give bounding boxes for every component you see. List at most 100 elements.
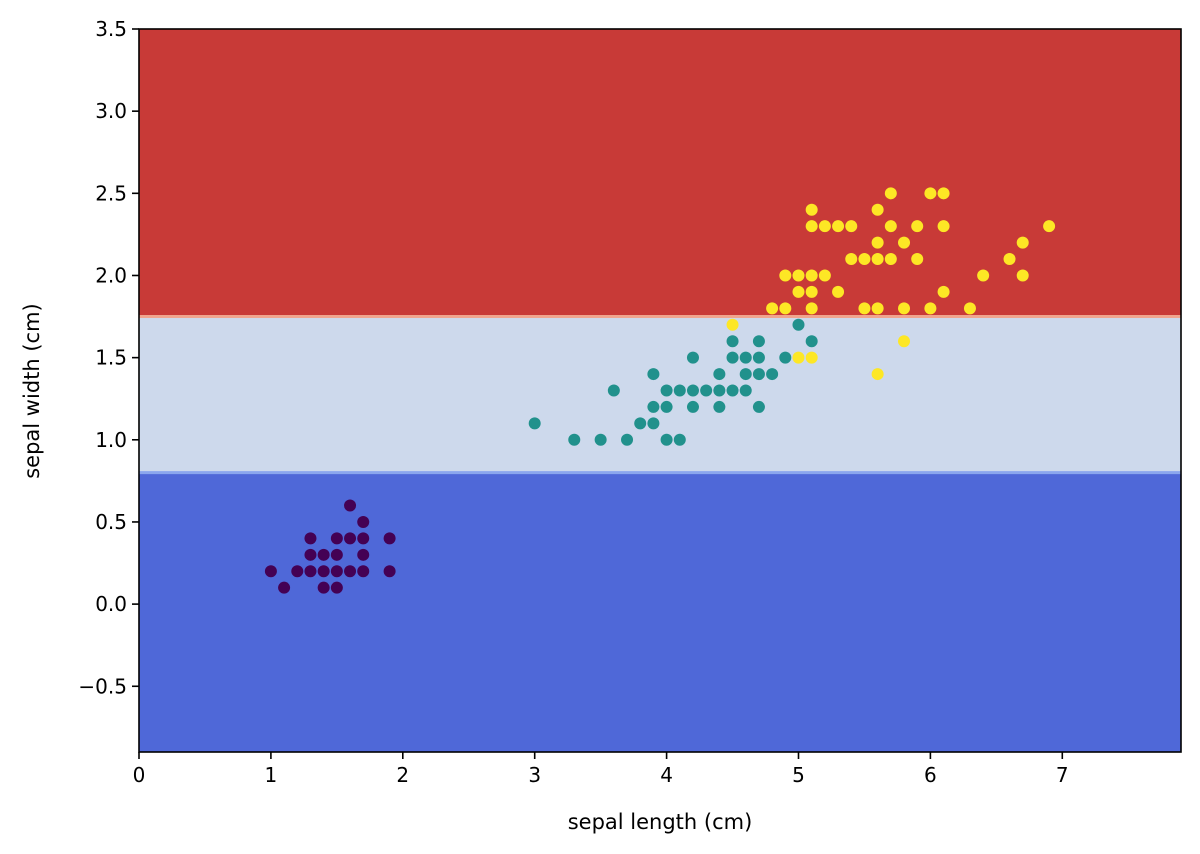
scatter-point-class-2	[766, 302, 779, 315]
x-tick-label: 4	[660, 763, 673, 787]
y-tick-label: 0.5	[95, 510, 127, 534]
scatter-point-class-2	[911, 253, 924, 266]
scatter-point-class-2	[818, 269, 831, 282]
scatter-point-class-0	[304, 532, 317, 545]
scatter-point-class-2	[884, 253, 897, 266]
scatter-point-class-1	[713, 384, 726, 397]
scatter-point-class-2	[898, 236, 911, 249]
y-tick-label: 0.0	[95, 592, 127, 616]
scatter-point-class-2	[937, 285, 950, 298]
scatter-point-class-2	[977, 269, 990, 282]
scatter-point-class-0	[357, 548, 370, 561]
scatter-point-class-0	[383, 565, 396, 578]
scatter-point-class-1	[647, 417, 660, 430]
scatter-point-class-2	[911, 220, 924, 233]
scatter-point-class-1	[673, 384, 686, 397]
scatter-point-class-2	[805, 285, 818, 298]
scatter-point-class-2	[832, 285, 845, 298]
scatter-point-class-0	[278, 581, 291, 594]
scatter-point-class-2	[1043, 220, 1056, 233]
decision-region-1	[139, 472, 1181, 752]
y-tick-label: 3.0	[95, 99, 127, 123]
scatter-point-class-1	[673, 433, 686, 446]
scatter-point-class-2	[805, 269, 818, 282]
scatter-point-class-1	[594, 433, 607, 446]
scatter-point-class-1	[528, 417, 541, 430]
x-tick-label: 7	[1056, 763, 1069, 787]
scatter-point-class-0	[357, 565, 370, 578]
decision-region-2	[139, 316, 1181, 473]
y-axis-ticks: −0.5 0.0 0.5 1.0 1.5 2.0 2.5 3.0 3.5	[78, 17, 139, 698]
scatter-point-class-0	[357, 515, 370, 528]
scatter-point-class-2	[884, 187, 897, 200]
scatter-point-class-1	[647, 400, 660, 413]
scatter-point-class-2	[805, 203, 818, 216]
scatter-point-class-2	[858, 253, 871, 266]
scatter-point-class-2	[832, 220, 845, 233]
scatter-point-class-1	[660, 400, 673, 413]
scatter-point-class-2	[924, 302, 937, 315]
scatter-point-class-2	[779, 269, 792, 282]
scatter-point-class-1	[713, 368, 726, 381]
scatter-point-class-0	[317, 565, 330, 578]
scatter-point-class-2	[871, 253, 884, 266]
x-tick-label: 3	[528, 763, 541, 787]
scatter-point-class-1	[752, 335, 765, 348]
scatter-point-class-2	[963, 302, 976, 315]
scatter-point-class-1	[647, 368, 660, 381]
scatter-point-class-0	[344, 565, 357, 578]
scatter-point-class-1	[726, 351, 739, 364]
data-points	[264, 187, 1056, 594]
x-axis-ticks: 0 1 2 3 4 5 6 7	[133, 752, 1069, 787]
scatter-point-class-1	[779, 351, 792, 364]
x-tick-label: 6	[924, 763, 937, 787]
scatter-point-class-1	[752, 400, 765, 413]
scatter-point-class-1	[607, 384, 620, 397]
x-tick-label: 5	[792, 763, 805, 787]
scatter-point-class-0	[291, 565, 304, 578]
scatter-point-class-2	[805, 220, 818, 233]
scatter-point-class-2	[792, 351, 805, 364]
scatter-point-class-0	[264, 565, 277, 578]
scatter-point-class-1	[752, 368, 765, 381]
y-tick-label: 1.0	[95, 428, 127, 452]
x-tick-label: 1	[265, 763, 278, 787]
scatter-point-class-2	[805, 302, 818, 315]
scatter-point-class-1	[805, 335, 818, 348]
scatter-point-class-2	[792, 269, 805, 282]
scatter-point-class-2	[779, 302, 792, 315]
plot-frame	[138, 28, 1182, 753]
scatter-point-class-1	[660, 384, 673, 397]
scatter-point-class-1	[766, 368, 779, 381]
scatter-point-class-1	[739, 384, 752, 397]
scatter-point-class-0	[304, 548, 317, 561]
scatter-point-class-1	[686, 400, 699, 413]
scatter-point-class-0	[383, 532, 396, 545]
scatter-point-class-1	[726, 384, 739, 397]
scatter-point-class-2	[871, 236, 884, 249]
scatter-point-class-0	[344, 532, 357, 545]
scatter-point-class-1	[568, 433, 581, 446]
scatter-point-class-0	[304, 565, 317, 578]
scatter-point-class-2	[1003, 253, 1016, 266]
x-axis-label: sepal length (cm)	[568, 810, 753, 834]
scatter-point-class-2	[1016, 236, 1029, 249]
scatter-point-class-2	[924, 187, 937, 200]
x-tick-label: 0	[133, 763, 146, 787]
scatter-point-class-1	[621, 433, 634, 446]
scatter-point-class-0	[317, 548, 330, 561]
scatter-point-class-1	[739, 351, 752, 364]
scatter-point-class-2	[858, 302, 871, 315]
scatter-point-class-1	[686, 351, 699, 364]
scatter-point-class-2	[898, 302, 911, 315]
decision-region-3	[139, 29, 1181, 317]
y-tick-label: 2.5	[95, 181, 127, 205]
scatter-point-class-1	[634, 417, 647, 430]
scatter-point-class-1	[700, 384, 713, 397]
scatter-point-class-2	[792, 285, 805, 298]
scatter-point-class-2	[726, 318, 739, 331]
scatter-point-class-1	[660, 433, 673, 446]
scatter-point-class-2	[871, 203, 884, 216]
scatter-point-class-2	[818, 220, 831, 233]
decision-regions	[139, 29, 1181, 752]
